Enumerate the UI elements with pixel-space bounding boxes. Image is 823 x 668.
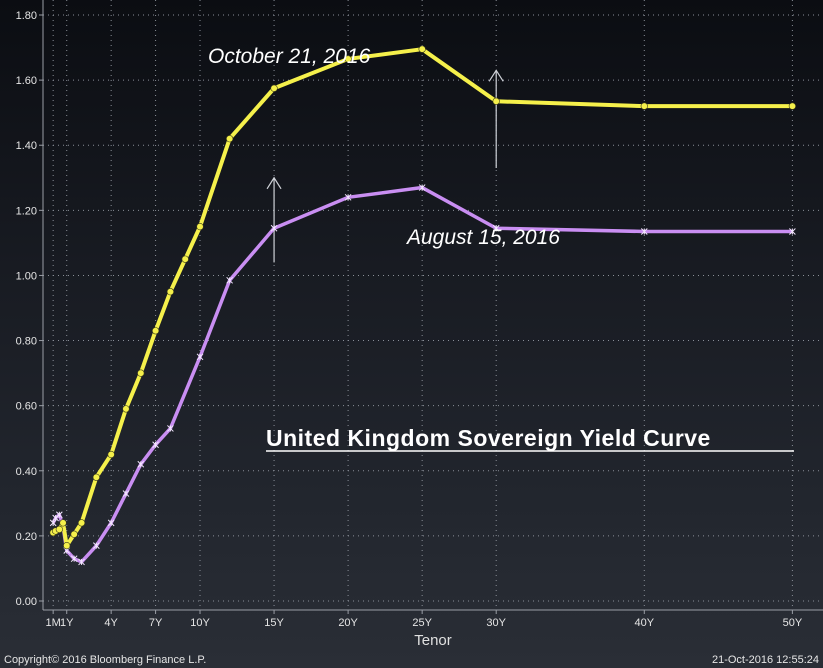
x-tick-label: 4Y	[104, 617, 118, 629]
data-point-oct	[344, 55, 352, 63]
data-point-aug	[640, 228, 648, 235]
y-tick-label: 1.80	[16, 10, 37, 22]
data-point-aug	[789, 228, 796, 235]
data-point-aug	[226, 276, 233, 284]
data-point-aug	[137, 460, 145, 468]
data-point-oct	[788, 102, 796, 110]
x-tick-label: 50Y	[783, 617, 803, 629]
x-tick-label: 30Y	[486, 617, 506, 629]
data-point-oct	[226, 135, 234, 143]
y-tick-label: 1.60	[16, 75, 37, 87]
x-tick-label: 40Y	[635, 617, 655, 629]
data-point-aug	[492, 224, 500, 232]
series-label-oct: October 21, 2016	[208, 45, 371, 68]
x-tick-label: 1Y	[60, 617, 74, 629]
series-line-oct-21-2016	[52, 47, 793, 548]
data-point-oct	[77, 519, 86, 527]
y-axis: 0.00 0.20 0.40 0.60 0.80 1.00 1.20 1.40 1.60 1.80	[16, 0, 44, 610]
x-tick-label: 1M	[46, 617, 61, 629]
series-label-aug: August 15, 2016	[405, 226, 560, 249]
data-point-oct	[55, 525, 63, 533]
x-tick-label: 20Y	[338, 617, 358, 629]
chart-title: United Kingdom Sovereign Yield Curve	[266, 425, 711, 451]
x-axis-title: Tenor	[414, 632, 452, 649]
data-point-oct	[640, 102, 648, 110]
data-point-aug	[107, 519, 115, 527]
data-point-aug	[196, 353, 204, 361]
data-point-oct	[151, 327, 160, 335]
data-point-oct	[270, 84, 278, 92]
data-point-aug	[55, 511, 63, 519]
data-point-oct	[166, 288, 174, 296]
data-point-oct	[122, 405, 130, 413]
data-point-aug	[270, 224, 278, 232]
data-point-oct	[63, 542, 71, 550]
data-point-oct	[492, 97, 500, 105]
data-point-oct	[70, 530, 78, 538]
timestamp-text: 21-Oct-2016 12:55:24	[712, 654, 819, 666]
x-tick-label: 15Y	[264, 617, 284, 629]
data-point-aug	[167, 425, 174, 432]
y-tick-label: 0.00	[16, 596, 37, 608]
data-point-oct	[107, 450, 115, 459]
series-group	[49, 45, 796, 566]
data-point-aug	[70, 555, 78, 563]
data-point-aug	[78, 558, 85, 566]
data-point-aug	[122, 490, 130, 497]
data-point-oct	[137, 369, 145, 377]
annotation-arrows	[266, 69, 504, 263]
grid	[43, 0, 823, 610]
data-point-oct	[418, 45, 426, 53]
y-tick-label: 0.20	[16, 531, 37, 543]
data-point-aug	[152, 441, 159, 449]
x-axis: 1M 1Y 4Y 7Y 10Y 15Y 20Y 25Y 30Y 40Y 50Y	[43, 609, 823, 629]
y-tick-label: 0.40	[16, 466, 37, 478]
y-tick-label: 0.80	[16, 336, 37, 348]
data-point-oct	[59, 519, 67, 527]
annotation-arrowhead	[266, 176, 282, 190]
data-point-aug	[418, 184, 426, 191]
y-tick-label: 1.20	[16, 205, 37, 217]
data-point-aug	[344, 193, 352, 201]
y-tick-label: 1.00	[16, 270, 37, 282]
data-point-oct	[181, 255, 189, 263]
x-tick-label: 25Y	[412, 617, 432, 629]
x-tick-label: 7Y	[149, 617, 163, 629]
y-tick-label: 1.40	[16, 140, 37, 152]
data-point-aug	[92, 542, 100, 550]
data-point-oct	[92, 473, 100, 481]
x-tick-label: 10Y	[190, 617, 210, 629]
y-tick-label: 0.60	[16, 401, 37, 413]
copyright-text: Copyright© 2016 Bloomberg Finance L.P.	[4, 654, 206, 666]
annotation-arrowhead	[488, 69, 504, 82]
data-point-oct	[196, 223, 204, 231]
